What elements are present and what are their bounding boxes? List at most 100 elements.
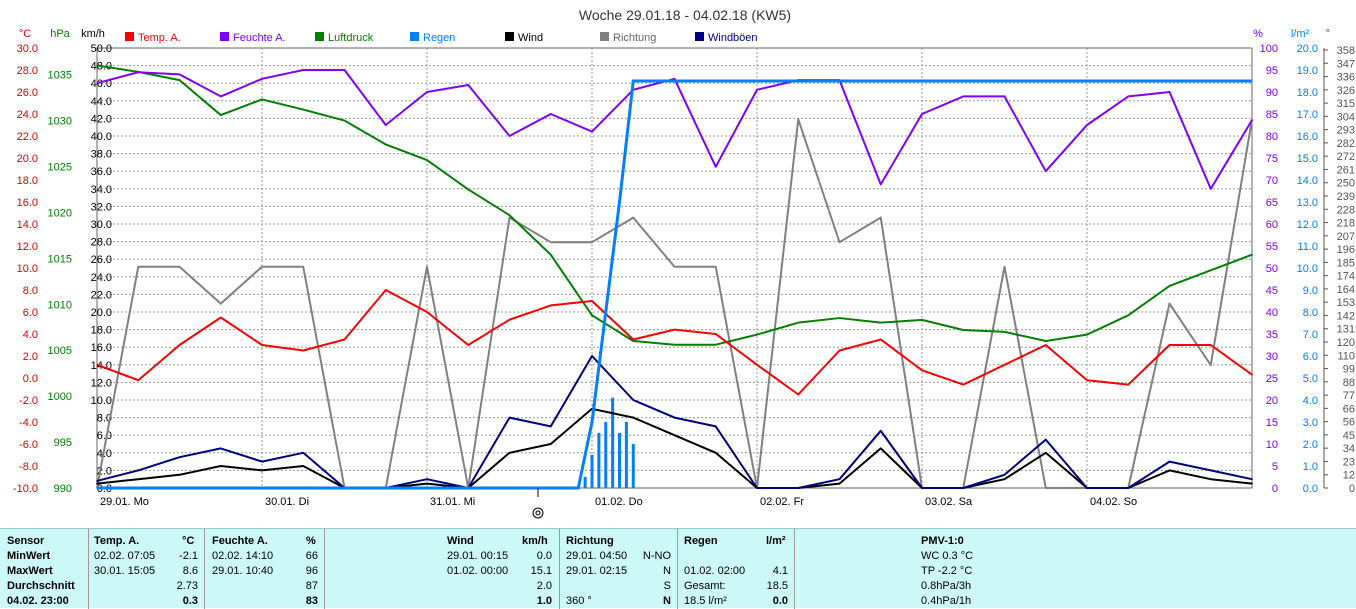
- data-point: [1209, 469, 1212, 472]
- tick-label-direction: 120: [1337, 337, 1355, 349]
- data-point: [838, 478, 841, 481]
- tick-label-direction: 239: [1337, 191, 1355, 203]
- data-point: [1044, 340, 1047, 342]
- tick-label-direction: 142: [1337, 310, 1355, 322]
- data-point: [1003, 474, 1006, 476]
- tick-label-temp: -8.0: [19, 461, 38, 473]
- tick-label-humidity: 100: [1260, 43, 1278, 55]
- x-tick-label: 04.02. So: [1090, 496, 1137, 508]
- data-point: [921, 319, 923, 321]
- legend-swatch: [505, 32, 514, 41]
- tick-label-wind: 50.0: [91, 43, 112, 55]
- series-line-rain: [97, 79, 1252, 490]
- table-cell-temp-time: 30.01. 15:05: [94, 565, 156, 577]
- data-point: [426, 482, 428, 485]
- data-point: [1127, 383, 1130, 386]
- data-point: [96, 82, 98, 84]
- data-point: [962, 329, 965, 331]
- data-point: [549, 241, 552, 243]
- data-point: [219, 465, 222, 467]
- tick-label-humidity: 5: [1272, 461, 1278, 473]
- tick-label-rain: 19.0: [1297, 65, 1318, 77]
- table-cell-rain: 4.1: [772, 565, 788, 577]
- data-point: [1044, 487, 1047, 489]
- rain-bar: [604, 422, 608, 488]
- data-point: [1127, 487, 1130, 489]
- table-cell-temp: -2.1: [179, 550, 198, 562]
- data-point: [426, 159, 428, 161]
- data-point: [178, 73, 181, 76]
- tick-label-direction: 304: [1337, 111, 1355, 123]
- tick-label-pressure: 1005: [48, 345, 72, 357]
- time-cursor-icon[interactable]: [532, 488, 544, 519]
- tick-label-temp: 14.0: [17, 219, 38, 231]
- data-point: [756, 487, 758, 489]
- tick-label-pressure: 1035: [48, 70, 72, 82]
- data-point: [261, 460, 263, 463]
- table-cell-hum: 66: [305, 550, 318, 562]
- data-point: [96, 482, 98, 485]
- tick-label-rain: 12.0: [1297, 219, 1318, 231]
- data-point: [178, 344, 181, 346]
- tick-label-rain: 7.0: [1303, 329, 1318, 341]
- legend-item: Temp. A.: [138, 32, 181, 44]
- data-point: [1168, 460, 1171, 463]
- data-point: [343, 69, 346, 71]
- tick-label-pressure: 990: [54, 483, 72, 495]
- tick-label-direction: 66: [1343, 403, 1355, 415]
- data-point: [591, 355, 593, 357]
- tick-label-humidity: 60: [1266, 219, 1278, 231]
- legend-item: Windböen: [708, 32, 758, 44]
- data-point: [508, 216, 511, 219]
- tick-label-direction: 153: [1337, 297, 1355, 309]
- data-point: [714, 166, 717, 168]
- data-point: [673, 328, 676, 331]
- tick-label-wind: 42.0: [91, 113, 112, 125]
- header-temp-unit: °C: [182, 535, 195, 547]
- series-line-temp-a-: [96, 289, 1253, 396]
- legend-swatch: [220, 32, 229, 41]
- legend-swatch: [695, 32, 704, 41]
- tick-label-wind: 34.0: [91, 184, 112, 196]
- data-point: [632, 338, 635, 341]
- axis-unit-wind: km/h: [81, 28, 105, 40]
- table-cell-dir-time: 360 °: [566, 595, 592, 607]
- tick-label-wind: 36.0: [91, 166, 112, 178]
- data-point: [714, 265, 717, 268]
- tick-label-pressure: 1010: [48, 299, 72, 311]
- tick-label-direction: 261: [1337, 164, 1355, 176]
- tick-label-temp: 2.0: [23, 351, 38, 363]
- data-point: [797, 487, 800, 489]
- tick-label-temp: -10.0: [13, 483, 38, 495]
- data-point: [467, 84, 470, 86]
- rain-bar: [597, 433, 601, 488]
- tick-label-temp: 24.0: [17, 109, 38, 121]
- table-cell-rain-time: Gesamt:: [684, 580, 726, 592]
- data-point: [714, 343, 717, 346]
- tick-label-wind: 20.0: [91, 307, 112, 319]
- table-cell-hum-time: 02.02. 14:10: [212, 550, 274, 562]
- tick-label-pressure: 1020: [48, 207, 72, 219]
- data-point: [261, 344, 263, 346]
- weather-chart: Woche 29.01.18 - 04.02.18 (KW5) °C 30.0 28.…: [13, 7, 1355, 519]
- tick-label-direction: 282: [1337, 138, 1355, 150]
- table-cell-hum-time: 29.01. 10:40: [212, 565, 274, 577]
- series-line-luftdruck: [96, 64, 1253, 346]
- table-cell-dir: S: [663, 580, 671, 592]
- tick-label-humidity: 25: [1266, 373, 1278, 385]
- tick-label-rain: 11.0: [1297, 241, 1318, 253]
- tick-label-temp: -4.0: [19, 417, 38, 429]
- data-point: [302, 265, 305, 268]
- table-cell-rain-time: 18.5 l/m²: [684, 595, 727, 607]
- data-point: [343, 119, 346, 122]
- tick-label-pressure: 1025: [48, 161, 72, 173]
- data-point: [921, 487, 923, 489]
- table-cell-pmv: 0.4hPa/1h: [921, 595, 972, 607]
- header-wind-unit: km/h: [522, 535, 548, 547]
- data-point: [1086, 379, 1088, 382]
- data-point: [137, 265, 140, 268]
- tick-label-direction: 45: [1343, 430, 1355, 442]
- table-cell-wind: 1.0: [536, 595, 552, 607]
- table-cell-dir: N-NO: [642, 550, 671, 562]
- tick-label-humidity: 35: [1266, 329, 1278, 341]
